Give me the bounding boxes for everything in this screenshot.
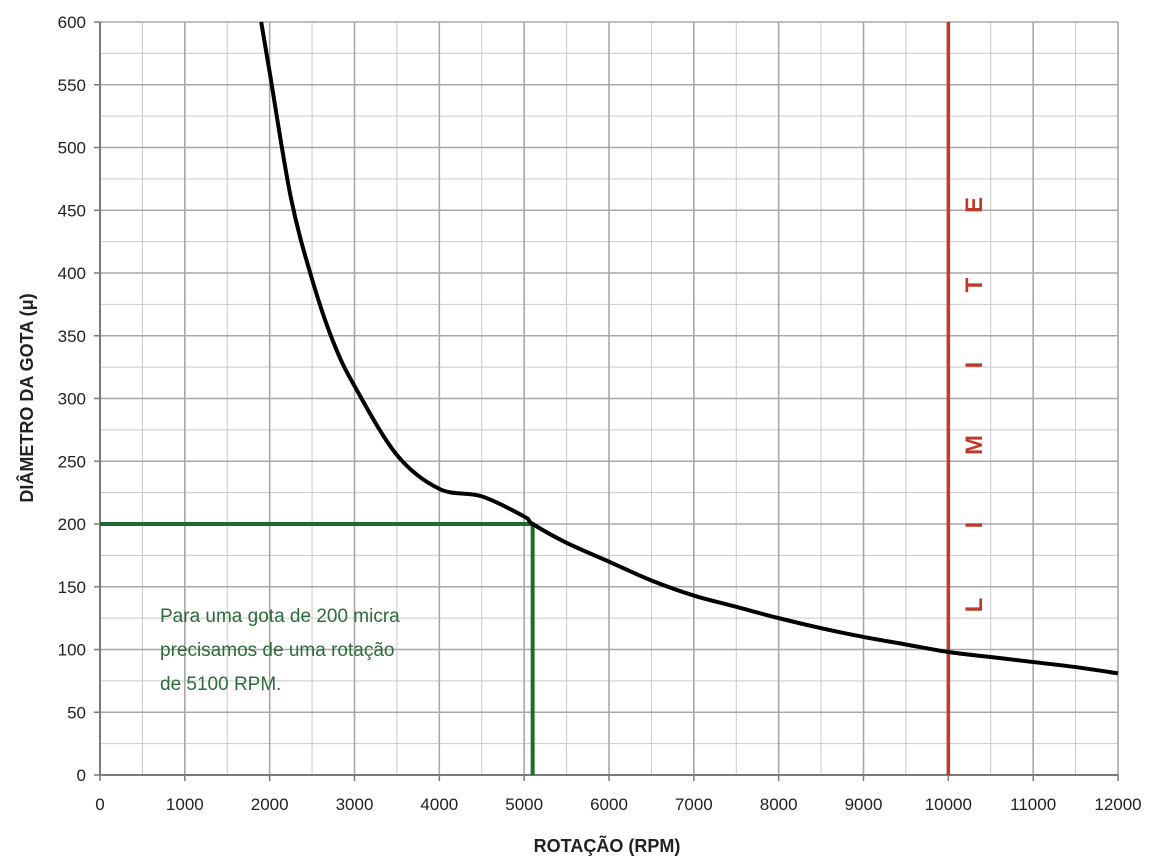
- x-tick-labels: 0 1000 2000 3000 4000 5000 6000 7000 8000 9000 100…: [95, 795, 1141, 814]
- y-tick-label: 150: [58, 578, 86, 597]
- y-tick-label: 200: [58, 515, 86, 534]
- limit-letter: E: [961, 197, 988, 213]
- y-axis-title: DIÂMETRO DA GOTA (μ): [16, 293, 37, 502]
- y-tick-labels: 0 50 100 150 200 250 300 350 400 450 500 550 600: [58, 13, 86, 785]
- y-tick-label: 350: [58, 327, 86, 346]
- limit-letter: I: [961, 362, 988, 369]
- x-tick-label: 3000: [336, 795, 374, 814]
- x-tick-label: 7000: [675, 795, 713, 814]
- major-grid: [99, 21, 1119, 776]
- x-tick-label: 2000: [251, 795, 289, 814]
- x-tick-label: 1000: [166, 795, 204, 814]
- limit-label: L I M I T E: [961, 197, 988, 612]
- y-tick-label: 600: [58, 13, 86, 32]
- series-line: [259, 21, 1119, 676]
- y-tick-label: 100: [58, 641, 86, 660]
- limit-letter: L: [961, 598, 988, 613]
- curve-layer: [259, 21, 1119, 676]
- x-tick-label: 6000: [590, 795, 628, 814]
- axes: [94, 21, 1119, 781]
- y-tick-label: 550: [58, 76, 86, 95]
- y-tick-label: 0: [77, 766, 86, 785]
- annotation-line-3: de 5100 RPM.: [160, 674, 281, 695]
- annotation-line-1: Para uma gota de 200 micra: [160, 606, 400, 627]
- x-axis-title: ROTAÇÃO (RPM): [534, 835, 681, 856]
- annotation-line-2: precisamos de uma rotação: [160, 640, 394, 661]
- y-tick-label: 300: [58, 390, 86, 409]
- x-tick-label: 0: [95, 795, 104, 814]
- y-tick-label: 400: [58, 264, 86, 283]
- x-tick-label: 11000: [1010, 795, 1056, 814]
- x-tick-label: 10000: [925, 795, 972, 814]
- limit-letter: T: [961, 277, 988, 292]
- limit-letter: I: [961, 522, 988, 529]
- x-tick-label: 9000: [845, 795, 883, 814]
- y-tick-label: 50: [67, 703, 86, 722]
- x-tick-label: 5000: [505, 795, 543, 814]
- annotation: Para uma gota de 200 micra precisamos de…: [160, 606, 400, 695]
- limit-letter: M: [961, 435, 988, 455]
- y-tick-label: 450: [58, 201, 86, 220]
- x-tick-label: 8000: [760, 795, 798, 814]
- y-tick-label: 250: [58, 452, 86, 471]
- y-tick-label: 500: [58, 139, 86, 158]
- x-tick-label: 12000: [1094, 795, 1141, 814]
- x-tick-label: 4000: [420, 795, 458, 814]
